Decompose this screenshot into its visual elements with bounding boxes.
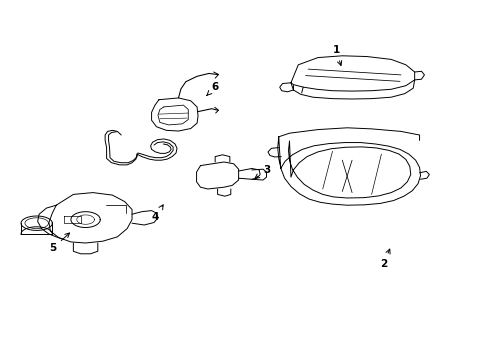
Text: 5: 5 [49, 233, 69, 253]
Text: 3: 3 [254, 165, 269, 179]
Text: 6: 6 [206, 82, 218, 95]
Text: 1: 1 [332, 45, 341, 66]
Text: 4: 4 [151, 205, 163, 222]
Text: 2: 2 [380, 249, 389, 269]
